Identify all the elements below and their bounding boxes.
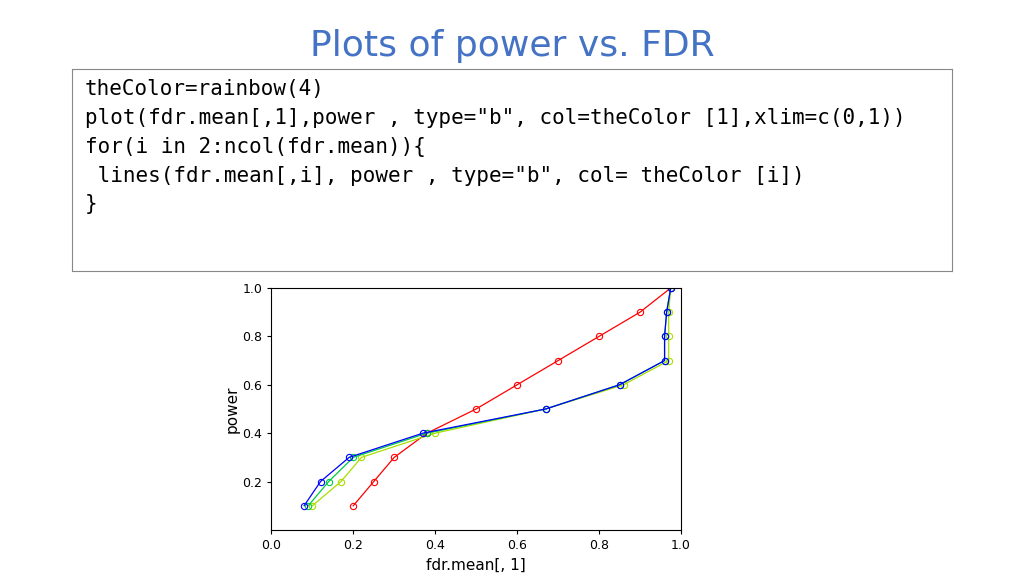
Text: theColor=rainbow(4)
plot(fdr.mean[,1],power , type="b", col=theColor [1],xlim=c(: theColor=rainbow(4) plot(fdr.mean[,1],po… [85, 79, 905, 214]
X-axis label: fdr.mean[, 1]: fdr.mean[, 1] [426, 558, 526, 573]
Y-axis label: power: power [224, 385, 240, 433]
Text: Plots of power vs. FDR: Plots of power vs. FDR [309, 29, 715, 63]
